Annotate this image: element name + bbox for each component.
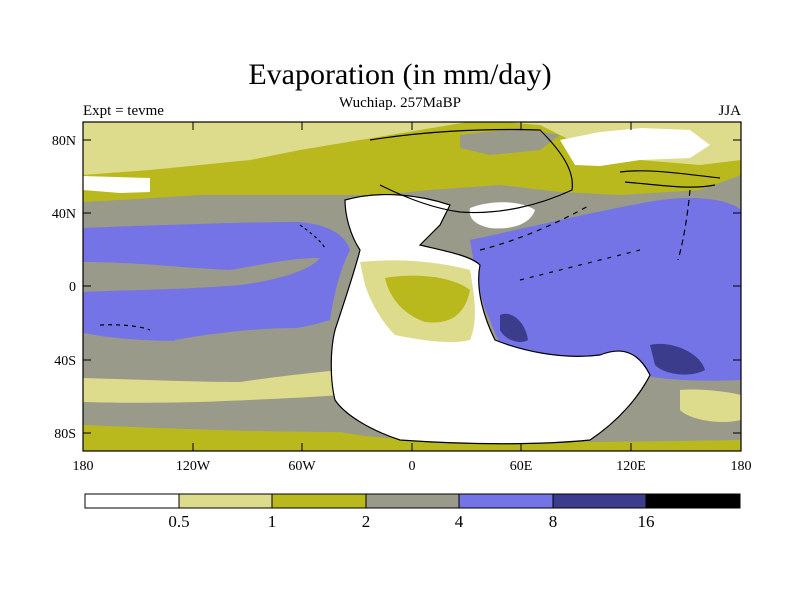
- field-south-grey-west: [175, 328, 335, 362]
- colorbar-box-3: [272, 494, 366, 508]
- season-label: JJA: [718, 103, 741, 119]
- field-north-grey-patch: [460, 128, 560, 155]
- lat-tick-labels: 80N 40N 0 40S 80S: [52, 134, 76, 442]
- lon-label-120e: 120E: [616, 459, 646, 474]
- field-north-white-east: [560, 128, 710, 166]
- colorbar-label-8: 8: [549, 512, 558, 531]
- field-south-pale-west: [83, 370, 340, 403]
- field-south-pale-east: [680, 389, 741, 422]
- coastline-north: [369, 128, 573, 214]
- field-south-yellow-band: [83, 425, 741, 451]
- colorbar: [84, 493, 741, 509]
- coastlines: [99, 128, 721, 445]
- field-north-white-west: [83, 176, 150, 193]
- colorbar-label-2: 2: [362, 512, 371, 531]
- colorbar-label-1: 1: [268, 512, 277, 531]
- field-tethys-dark-2: [650, 343, 705, 375]
- lon-label-60e: 60E: [510, 459, 533, 474]
- lat-label-0: 0: [69, 280, 76, 295]
- field-pangaea-yellow: [385, 275, 470, 323]
- field-tropical-grey-west: [83, 258, 320, 292]
- lat-tick-marks: [83, 139, 741, 434]
- coastline-west-islands-2: [299, 224, 326, 249]
- evaporation-field: [83, 122, 741, 451]
- coastline-northeast-1: [619, 170, 721, 179]
- colorbar-label-0-5: 0.5: [168, 512, 189, 531]
- colorbar-frame: [84, 493, 741, 509]
- chart-title: Evaporation (in mm/day): [248, 58, 552, 91]
- colorbar-label-16: 16: [638, 512, 655, 531]
- colorbar-box-4: [366, 494, 459, 508]
- lon-label-180-west: 180: [73, 459, 94, 474]
- field-tethys-blue: [470, 198, 741, 385]
- colorbar-label-4: 4: [455, 512, 464, 531]
- lon-label-60w: 60W: [288, 459, 316, 474]
- colorbar-box-7: [646, 494, 740, 508]
- colorbar-box-5: [459, 494, 553, 508]
- lon-label-180-east: 180: [731, 459, 752, 474]
- field-south-grey-band: [83, 402, 340, 430]
- lat-label-80s: 80S: [54, 427, 76, 442]
- coastline-pangaea: [330, 193, 651, 445]
- colorbar-box-2: [179, 494, 272, 508]
- field-north-pale: [83, 122, 741, 175]
- colorbar-labels: 0.5 1 2 4 8 16: [168, 512, 654, 531]
- lon-label-120w: 120W: [176, 459, 211, 474]
- lat-label-40n: 40N: [52, 207, 76, 222]
- lat-label-40s: 40S: [54, 354, 76, 369]
- experiment-label: Expt = tevme: [83, 103, 164, 119]
- coastline-tethys-islands-2: [519, 249, 641, 281]
- field-north-continent-white: [469, 202, 535, 229]
- chart-subtitle: Wuchiap. 257MaBP: [339, 95, 461, 111]
- coastline-northeast-2: [624, 181, 716, 188]
- colorbar-box-1: [85, 494, 179, 508]
- lon-label-0: 0: [409, 459, 416, 474]
- coastline-east-islands: [677, 189, 691, 261]
- field-pangaea-white: [331, 194, 650, 444]
- field-tethys-dark-1: [500, 313, 528, 342]
- lon-tick-marks: [192, 122, 632, 451]
- lat-label-80n: 80N: [52, 134, 76, 149]
- colorbar-box-6: [553, 494, 646, 508]
- coastline-tethys-islands-1: [479, 204, 591, 251]
- lon-tick-labels: 180 120W 60W 0 60E 120E 180: [73, 459, 752, 474]
